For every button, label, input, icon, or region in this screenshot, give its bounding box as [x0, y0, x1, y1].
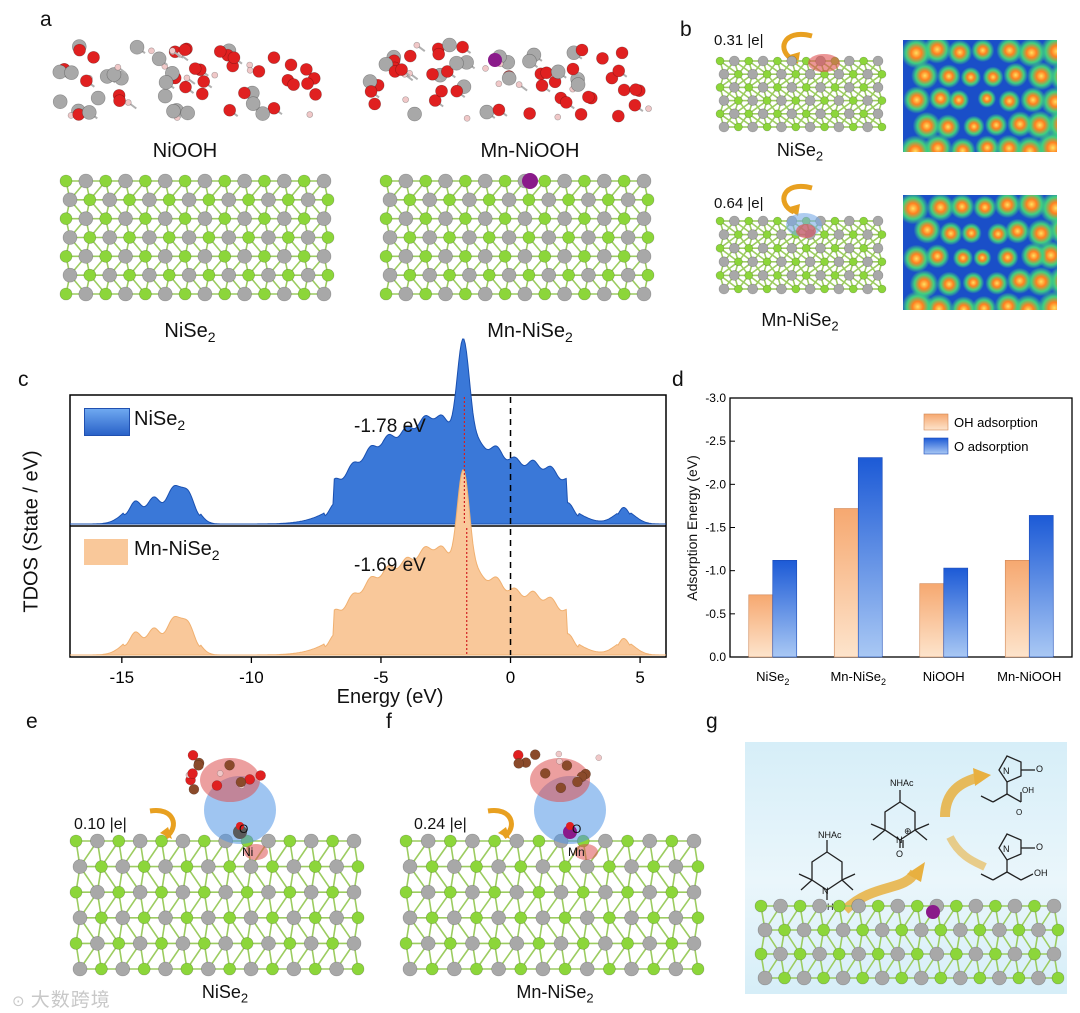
charge-label-nise2: 0.31 |e| — [714, 32, 764, 49]
tdos-xtick-label: -15 — [110, 668, 135, 687]
n-label-left: N — [822, 886, 829, 896]
tdos-xlabel: Energy (eV) — [336, 686, 444, 708]
tdos-xtick-label: 5 — [635, 668, 644, 687]
panel-letter-c: c — [18, 368, 29, 391]
n-label-r1: N — [1003, 766, 1010, 776]
panel-letter-g: g — [706, 710, 718, 733]
atom-label-ni-e: Ni — [242, 845, 254, 859]
watermark: ⊙ 大数跨境 — [12, 990, 111, 1011]
label-niooh: NiOOH — [152, 140, 218, 162]
adsorption-bar-chart: -3.0 -2.5 -2.0 -1.5 -1.0 -0.5 0.0 NiSe2 Mn-NiSe2… — [705, 391, 1073, 687]
label-b-nise2: NiSe2 — [776, 140, 824, 164]
bar-ytick-label: -2.0 — [705, 477, 726, 491]
legend-oh-adsorption: OH adsorption — [954, 415, 1038, 430]
mn-nise2-slab-structure — [715, 213, 887, 295]
legend-swatch-o — [923, 437, 949, 455]
mn-niooh-structure — [362, 37, 652, 123]
bar-o-adsorption — [772, 560, 798, 658]
transfer-arrow-icon — [487, 808, 514, 840]
transfer-arrow-icon — [149, 808, 176, 840]
legend-nise2: NiSe2 — [134, 408, 186, 433]
bar-ytick-label: -1.5 — [705, 521, 726, 535]
bar-o-adsorption — [1028, 515, 1054, 658]
tdos-xtick-label: 0 — [506, 668, 515, 687]
label-mn-nise2: Mn-NiSe2 — [487, 320, 573, 345]
panel-letter-d: d — [672, 368, 684, 391]
label-mn-niooh: Mn-NiOOH — [480, 140, 580, 162]
bar-xtick-label: Mn-NiOOH — [997, 669, 1061, 684]
tdos-ylabel: TDOS (State / eV) — [20, 450, 43, 613]
plus-label-center: ⊕ — [904, 826, 912, 836]
nise2-adsorbate-structure — [69, 749, 365, 977]
nhac-label-left: NHAc — [818, 830, 842, 840]
tdos-xtick-label: -10 — [239, 668, 264, 687]
catalyst-surface-structure — [754, 898, 1065, 986]
legend-swatch-mn-nise2 — [84, 539, 128, 565]
tdos-chart: -15 -10 -5 0 5 — [69, 338, 667, 687]
bar-ytick-label: 0.0 — [709, 650, 726, 664]
charge-label-f: 0.24 |e| — [414, 816, 467, 833]
transfer-arrow-icon — [781, 183, 813, 216]
panel-letter-b: b — [680, 18, 692, 41]
legend-swatch-oh — [923, 413, 949, 431]
nhac-label-top: NHAc — [890, 778, 914, 788]
o-label-r2: O — [1036, 842, 1044, 852]
label-e-nise2: NiSe2 — [201, 982, 249, 1006]
peak-label-nise2: -1.78 eV — [354, 416, 426, 437]
panel-letter-e: e — [26, 710, 38, 733]
bar-ylabel: Adsorption Energy (eV) — [684, 455, 700, 601]
o-label-center: O — [896, 849, 904, 859]
n-label-r2: N — [1003, 844, 1010, 854]
nise2-structure — [59, 173, 335, 302]
bar-xtick-label: NiSe2 — [756, 669, 789, 687]
charge-density-map-mn-nise2 — [903, 195, 1057, 310]
panel-letter-f: f — [386, 710, 392, 733]
charge-label-e: 0.10 |e| — [74, 816, 127, 833]
oh-label-left: OH — [820, 902, 834, 912]
mn-nise2-adsorbate-structure — [399, 749, 705, 977]
atom-label-o-f: O — [572, 822, 582, 836]
tdos-area — [70, 469, 666, 656]
bar-oh-adsorption — [919, 583, 945, 658]
label-f-mn-nise2: Mn-NiSe2 — [516, 982, 594, 1006]
bar-ytick-label: -0.5 — [705, 607, 726, 621]
bar-oh-adsorption — [748, 594, 774, 658]
legend-swatch-nise2 — [84, 408, 130, 436]
peak-label-mn-nise2: -1.69 eV — [354, 555, 426, 576]
tdos-xtick-label: -5 — [373, 668, 388, 687]
panel-letter-a: a — [40, 8, 52, 31]
bar-xtick-label: NiOOH — [923, 669, 965, 684]
niooh-structure — [52, 39, 322, 121]
atom-label-mn-f: Mn — [568, 845, 585, 859]
label-nise2: NiSe2 — [164, 320, 216, 345]
bar-o-adsorption — [857, 457, 883, 658]
oh-label-r1: OH — [1022, 786, 1034, 795]
n-label-center: N — [896, 835, 903, 845]
oh-label-r2: OH — [1034, 868, 1048, 878]
bar-o-adsorption — [943, 567, 969, 658]
bar-xtick-label: Mn-NiSe2 — [830, 669, 886, 687]
label-b-mn-nise2: Mn-NiSe2 — [761, 310, 839, 334]
legend-mn-nise2: Mn-NiSe2 — [134, 538, 220, 563]
mn-nise2-structure — [379, 173, 655, 302]
legend-o-adsorption: O adsorption — [954, 439, 1028, 454]
bar-oh-adsorption — [1004, 560, 1030, 658]
bar-ytick-label: -3.0 — [705, 391, 726, 405]
nise2-slab-structure — [715, 54, 887, 133]
charge-density-map-nise2 — [903, 40, 1057, 152]
atom-label-o-e: O — [239, 822, 249, 836]
o2-label-r1: O — [1016, 808, 1023, 817]
bar-ytick-label: -2.5 — [705, 434, 726, 448]
tdos-area — [70, 338, 666, 525]
o-label-r1: O — [1036, 764, 1044, 774]
bar-oh-adsorption — [833, 508, 859, 658]
bar-ytick-label: -1.0 — [705, 564, 726, 578]
charge-label-mn-nise2: 0.64 |e| — [714, 195, 764, 212]
